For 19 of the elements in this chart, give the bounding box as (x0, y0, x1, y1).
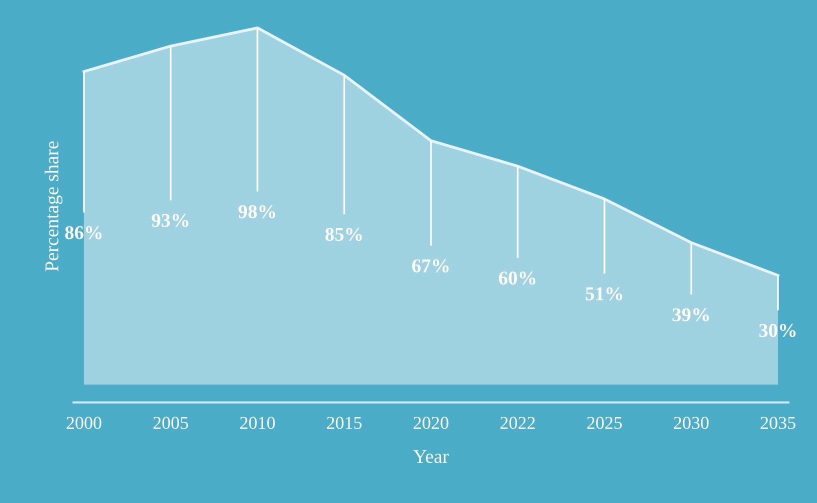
x-tick-label: 2035 (760, 416, 796, 429)
y-axis-title: Percentage share (44, 141, 62, 272)
x-tick-label: 2015 (326, 416, 362, 429)
x-tick-label: 2025 (587, 416, 622, 429)
x-tick-label: 2005 (153, 416, 188, 429)
data-label: 86% (65, 226, 102, 240)
data-label: 67% (412, 259, 449, 272)
data-label: 85% (325, 228, 362, 242)
x-tick-label: 2020 (414, 416, 448, 429)
x-axis-title: Year (413, 450, 449, 464)
data-label: 39% (672, 308, 709, 322)
x-tick-label: 2030 (674, 416, 709, 429)
x-tick-label: 2010 (240, 416, 275, 429)
data-label: 60% (498, 271, 536, 285)
data-label: 98% (238, 205, 276, 218)
data-label: 93% (152, 214, 188, 228)
x-tick-label: 2000 (66, 416, 102, 429)
data-label: 51% (586, 287, 622, 300)
x-tick-label: 2022 (500, 416, 535, 429)
